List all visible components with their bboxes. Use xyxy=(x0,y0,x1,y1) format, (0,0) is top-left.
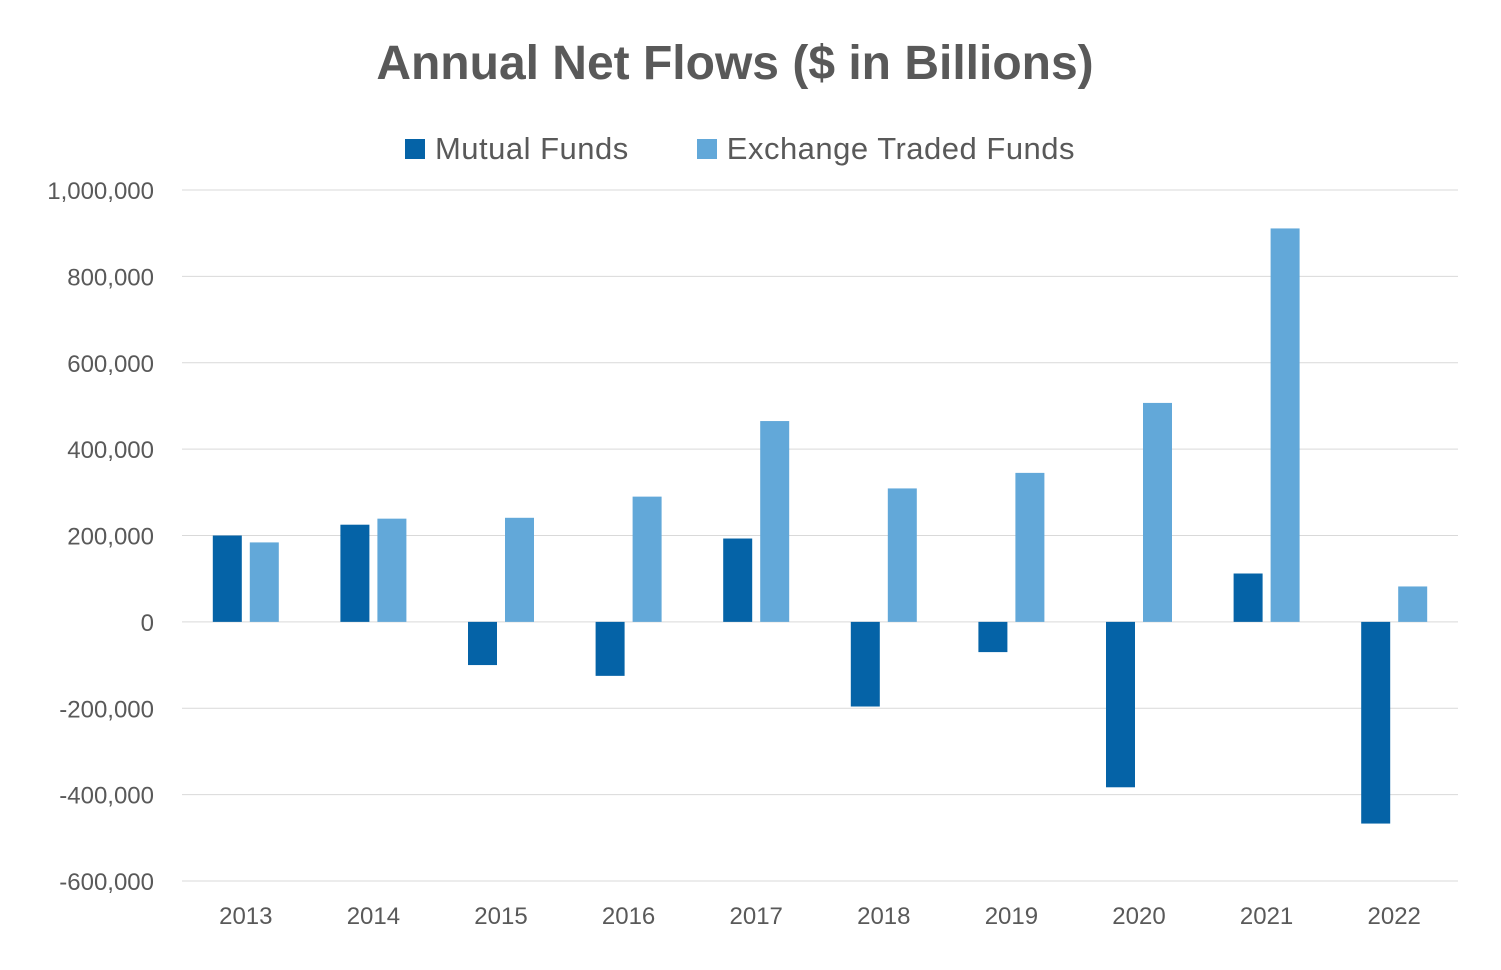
y-tick-label: 800,000 xyxy=(67,264,154,291)
bar-exchange-traded-funds-2021 xyxy=(1270,228,1300,622)
bar-mutual-funds-2019 xyxy=(978,621,1008,653)
x-tick-label: 2020 xyxy=(1112,903,1165,930)
x-tick-label: 2014 xyxy=(347,903,400,930)
bar-mutual-funds-2022 xyxy=(1361,621,1391,824)
bar-exchange-traded-funds-2020 xyxy=(1143,402,1172,622)
x-tick-label: 2016 xyxy=(602,903,655,930)
legend-item-mutual-funds: Mutual Funds xyxy=(404,131,629,167)
bar-exchange-traded-funds-2016 xyxy=(632,496,662,622)
x-tick-label: 2013 xyxy=(219,903,272,930)
bar-mutual-funds-2015 xyxy=(468,621,497,666)
bar-exchange-traded-funds-2013 xyxy=(249,542,279,622)
y-tick-label: 400,000 xyxy=(67,437,154,464)
y-tick-label: 1,000,000 xyxy=(47,178,154,205)
legend-swatch-exchange-traded-funds xyxy=(696,139,717,159)
x-tick-label: 2017 xyxy=(730,903,783,930)
legend-swatch-mutual-funds xyxy=(404,139,425,159)
bar-mutual-funds-2017 xyxy=(723,538,753,622)
bar-exchange-traded-funds-2019 xyxy=(1015,472,1045,622)
x-tick-label: 2019 xyxy=(985,903,1038,930)
chart-title: Annual Net Flows ($ in Billions) xyxy=(376,37,1094,90)
y-tick-label: 200,000 xyxy=(67,524,154,551)
y-tick-label: -200,000 xyxy=(59,696,154,723)
x-tick-label: 2022 xyxy=(1368,903,1421,930)
bar-mutual-funds-2020 xyxy=(1106,621,1135,788)
legend-label-mutual-funds: Mutual Funds xyxy=(434,131,629,166)
bar-mutual-funds-2021 xyxy=(1233,573,1263,622)
bar-exchange-traded-funds-2018 xyxy=(887,488,917,622)
legend-label-exchange-traded-funds: Exchange Traded Funds xyxy=(726,131,1076,166)
bar-mutual-funds-2016 xyxy=(595,621,625,676)
legend-item-exchange-traded-funds: Exchange Traded Funds xyxy=(696,131,1076,167)
bar-exchange-traded-funds-2022 xyxy=(1398,586,1428,622)
bar-mutual-funds-2013 xyxy=(212,535,242,622)
x-tick-label: 2018 xyxy=(857,903,910,930)
bar-mutual-funds-2018 xyxy=(850,621,880,707)
y-tick-label: 0 xyxy=(141,610,154,637)
x-tick-label: 2015 xyxy=(474,903,527,930)
chart-legend: Mutual Funds Exchange Traded Funds xyxy=(0,131,1480,167)
bar-mutual-funds-2014 xyxy=(340,524,370,622)
y-tick-label: -400,000 xyxy=(59,783,154,810)
bar-exchange-traded-funds-2014 xyxy=(377,518,407,622)
y-tick-label: -600,000 xyxy=(59,869,154,896)
y-tick-label: 600,000 xyxy=(67,351,154,378)
bar-exchange-traded-funds-2017 xyxy=(760,421,790,622)
x-tick-label: 2021 xyxy=(1240,903,1293,930)
bar-exchange-traded-funds-2015 xyxy=(505,517,534,622)
